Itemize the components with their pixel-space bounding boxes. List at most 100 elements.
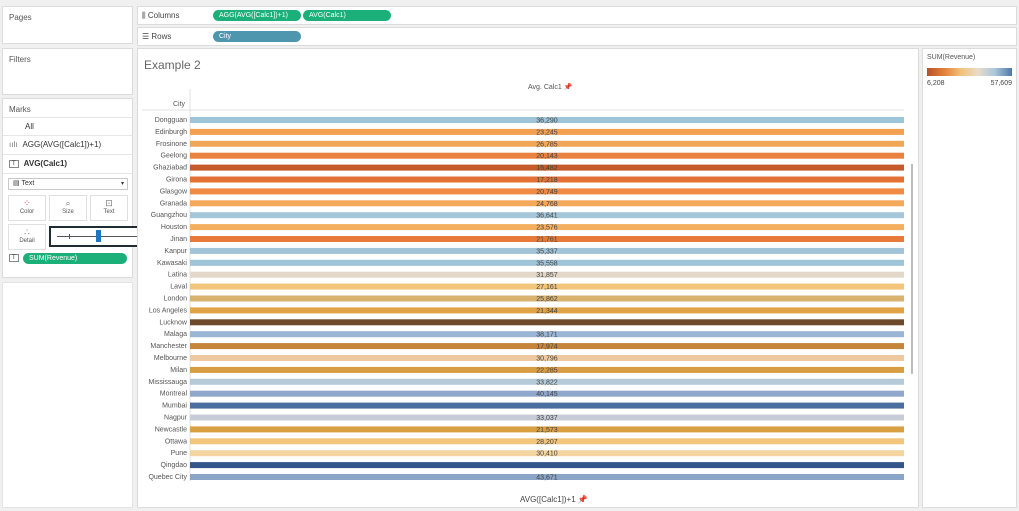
bar[interactable] [190,474,904,480]
color-legend[interactable]: SUM(Revenue) 6,208 57,609 [922,48,1017,508]
columns-shelf-label: ⫼ Columns [142,11,180,20]
bar-chart-icon: ıılı [9,140,18,149]
rows-pill-city[interactable]: City [213,31,301,42]
bar[interactable] [190,164,904,171]
bar[interactable] [190,128,904,135]
data-label: 26,785 [536,141,558,148]
row-label[interactable]: Milan [170,367,187,374]
row-label[interactable]: Mississauga [148,379,187,386]
row-label[interactable]: Glasgow [160,188,188,195]
pages-title: Pages [9,13,32,22]
detail-button[interactable]: ∴ Detail [8,224,46,250]
bar[interactable] [190,366,904,373]
row-label[interactable]: Guangzhou [151,212,187,219]
bar[interactable] [190,259,904,266]
bar[interactable] [190,152,904,159]
data-label: 27,161 [536,284,558,291]
row-label[interactable]: Nagpur [164,415,188,422]
bar[interactable] [190,236,904,242]
row-label[interactable]: Granada [160,200,187,207]
row-label[interactable]: Dongguan [155,117,187,124]
bar[interactable] [190,343,904,350]
text-mark-icon: T [9,159,19,168]
pin-icon: 📌 [577,495,588,504]
row-label[interactable]: Jinan [170,236,187,243]
row-label[interactable]: Frosinone [156,141,187,148]
bar[interactable] [190,331,904,338]
legend-title: SUM(Revenue) [927,54,976,61]
size-slider-handle[interactable] [96,230,101,242]
row-label[interactable]: Kawasaki [157,260,187,267]
row-label[interactable]: Laval [170,284,187,291]
rows-shelf[interactable]: ☰ Rows City [137,27,1017,46]
mark-type-dropdown[interactable]: ▤ Text ▾ [8,178,128,190]
row-label[interactable]: Los Angeles [149,307,188,314]
row-label[interactable]: Kanpur [164,248,187,255]
row-label[interactable]: Quebec City [148,474,187,481]
data-label: 21,761 [536,237,558,244]
bar[interactable] [190,212,904,219]
columns-shelf[interactable]: ⫼ Columns AGG(AVG([Calc1])+1) AVG(Calc1) [137,6,1017,25]
size-slider-track[interactable] [57,236,155,237]
row-label[interactable]: Ghaziabad [153,165,187,172]
bar[interactable] [190,176,904,183]
marks-title: Marks [9,105,31,114]
pages-panel[interactable]: Pages [2,6,133,44]
filters-panel[interactable]: Filters [2,48,133,95]
bar[interactable] [190,462,904,469]
row-label[interactable]: Edinburgh [155,129,187,136]
row-label[interactable]: London [164,296,187,303]
bar[interactable] [190,295,904,302]
x-axis-title[interactable]: AVG([Calc1])+1 📌 [520,495,588,504]
bar[interactable] [190,378,904,385]
columns-pill-agg[interactable]: AGG(AVG([Calc1])+1) [213,10,301,21]
bar[interactable] [190,224,904,231]
text-button[interactable]: ⊡ Text [90,195,128,221]
bar[interactable] [190,271,904,278]
bar[interactable] [190,200,904,207]
row-label[interactable]: Ottawa [165,438,187,445]
marks-card-all[interactable]: All [25,122,34,131]
bar[interactable] [190,117,904,123]
row-label[interactable]: Geelong [161,153,188,160]
bar[interactable] [190,414,904,421]
marks-card-avg[interactable]: T AVG(Calc1) [9,159,67,168]
bar[interactable] [190,188,904,195]
bar[interactable] [190,355,904,361]
row-label[interactable]: Melbourne [154,355,187,362]
row-label[interactable]: Houston [161,224,187,231]
row-label[interactable]: Malaga [164,331,187,338]
row-label[interactable]: Qingdao [161,462,188,469]
row-label[interactable]: Girona [166,177,187,184]
row-header[interactable]: City [173,101,186,108]
bar[interactable] [190,450,904,457]
row-label[interactable]: Lucknow [159,319,188,326]
bar[interactable] [190,283,904,290]
bar[interactable] [190,319,904,326]
data-label: 36,290 [536,118,558,125]
column-header[interactable]: Avg. Calc1 📌 [528,84,573,91]
bar[interactable] [190,307,904,314]
bar[interactable] [190,247,904,254]
columns-pill-avg[interactable]: AVG(Calc1) [303,10,391,21]
bar[interactable] [190,390,904,397]
bar[interactable] [190,438,904,445]
row-label[interactable]: Newcastle [155,426,187,433]
color-button[interactable]: ⁘ Color [8,195,46,221]
row-label[interactable]: Montreal [160,391,188,398]
data-label: 36,641 [536,213,558,220]
data-label: 22,285 [536,367,558,374]
vertical-scrollbar[interactable] [911,164,913,374]
size-button[interactable]: ⌕ Size [49,195,87,221]
marks-card-agg[interactable]: ıılı AGG(AVG([Calc1])+1) [9,140,102,149]
data-label: 17,974 [536,344,558,351]
revenue-pill[interactable]: SUM(Revenue) [23,253,127,264]
row-label[interactable]: Pune [171,450,187,457]
bar[interactable] [190,140,904,147]
row-label[interactable]: Manchester [150,343,187,350]
bar[interactable] [190,426,904,433]
rows-shelf-label: ☰ Rows [142,32,172,41]
bar[interactable] [190,402,904,409]
row-label[interactable]: Latina [168,272,187,279]
row-label[interactable]: Mumbai [162,403,187,410]
